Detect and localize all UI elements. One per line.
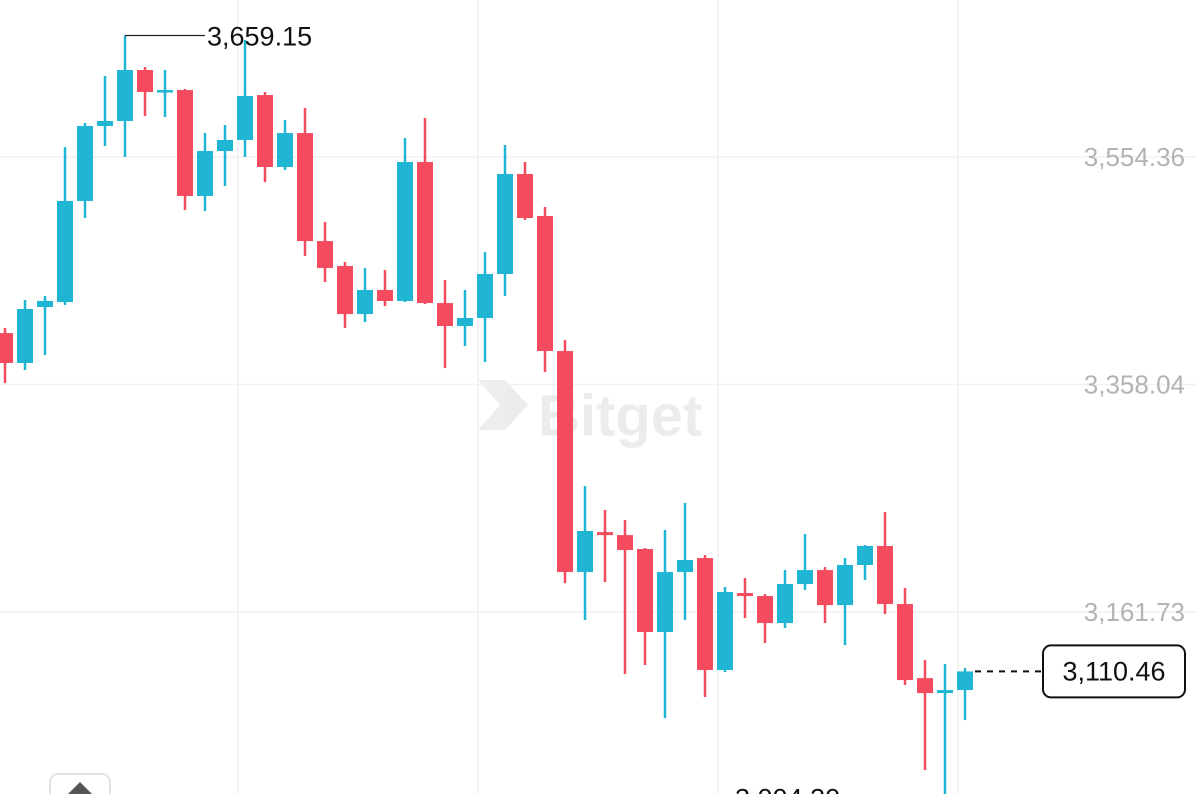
- candle-body: [237, 95, 253, 141]
- y-tick-label: 3,554.36: [1084, 142, 1185, 172]
- candle-body: [377, 289, 393, 301]
- candle-body: [757, 596, 773, 624]
- candle-body: [837, 564, 853, 606]
- candle-body: [297, 133, 313, 242]
- candle-body: [177, 90, 193, 196]
- candle-body: [117, 70, 133, 121]
- low-label: 3,004.30: [735, 784, 840, 794]
- candle-body: [57, 200, 73, 303]
- candle-body: [277, 133, 293, 168]
- candle-body: [737, 593, 753, 597]
- candle-body: [37, 300, 53, 308]
- candle-body: [577, 531, 593, 573]
- candle-body: [257, 95, 273, 168]
- candle-body: [637, 548, 653, 632]
- candle-body: [357, 289, 373, 315]
- candle-body: [337, 265, 353, 315]
- watermark-group: Bitget: [478, 380, 702, 448]
- candle-body: [677, 560, 693, 573]
- candle-body: [717, 591, 733, 670]
- candle-body: [397, 162, 413, 301]
- candle-body: [417, 162, 433, 304]
- scroll-button-icon: [68, 782, 92, 794]
- candle-body: [937, 690, 953, 694]
- vertical-grid: [237, 0, 959, 794]
- candle-body: [17, 308, 33, 363]
- candle-body: [477, 273, 493, 319]
- candle-body: [697, 558, 713, 670]
- candle-body: [217, 140, 233, 152]
- candle-body: [497, 173, 513, 274]
- watermark-logo: [478, 380, 528, 430]
- candle-body: [437, 303, 453, 327]
- candle-body: [77, 125, 93, 201]
- candle-body: [517, 173, 533, 218]
- candle-body: [537, 216, 553, 352]
- high-label: 3,659.15: [207, 22, 312, 52]
- candle-body: [597, 532, 613, 536]
- candle-body: [137, 70, 153, 93]
- scroll-button[interactable]: [49, 773, 111, 794]
- y-tick-label: 3,358.04: [1084, 369, 1185, 399]
- candle-body: [617, 535, 633, 551]
- candle-body: [0, 333, 13, 363]
- candle-body: [877, 545, 893, 605]
- candle-body: [457, 318, 473, 327]
- candle-body: [857, 545, 873, 565]
- candle-body: [317, 241, 333, 269]
- candle-body: [157, 90, 173, 93]
- candle-body: [917, 678, 933, 694]
- candle-body: [777, 583, 793, 624]
- candle-body: [557, 351, 573, 573]
- last-price-label: 3,110.46: [1062, 657, 1165, 687]
- last-price-box: [1042, 644, 1186, 699]
- candle-body: [657, 572, 673, 632]
- candle-body: [897, 604, 913, 681]
- candle-body: [97, 120, 113, 126]
- y-tick-label: 3,161.73: [1084, 597, 1185, 627]
- candle-body: [957, 671, 973, 691]
- candle-body: [197, 151, 213, 196]
- candle-body: [797, 570, 813, 584]
- candle-body: [817, 570, 833, 606]
